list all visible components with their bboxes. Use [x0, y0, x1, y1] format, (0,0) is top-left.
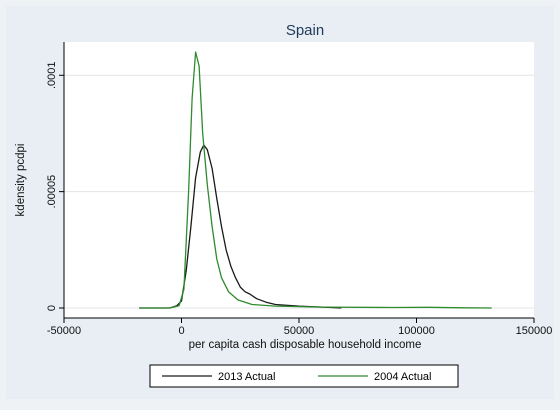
series-lines: [139, 51, 492, 309]
legend-label-2013: 2013 Actual: [218, 371, 276, 383]
y-axis-label: kdensity pcdpi: [15, 144, 27, 217]
x-tick-label-2: 50000: [284, 325, 315, 337]
y-tick-label-0: 0: [46, 305, 58, 311]
y-tick-label-1: .00005: [46, 175, 58, 209]
legend-label-2004: 2004 Actual: [374, 371, 432, 383]
legend: 2013 Actual 2004 Actual: [149, 364, 459, 388]
axis-ticks: -50000 0 50000 100000 150000 0 .00005 .0001: [46, 62, 552, 337]
legend-box: [149, 364, 459, 388]
series-line-2013: [139, 144, 342, 309]
x-tick-label-4: 150000: [516, 325, 553, 337]
x-axis-label: per capita cash disposable household inc…: [189, 339, 422, 351]
y-tick-label-2: .0001: [46, 62, 58, 90]
series-line-2004: [139, 51, 492, 309]
x-tick-label-1: 0: [178, 325, 184, 337]
chart-title: Spain: [286, 22, 324, 39]
x-tick-label-0: -50000: [47, 325, 81, 337]
x-tick-label-3: 100000: [398, 325, 435, 337]
plot-area: [64, 42, 534, 318]
